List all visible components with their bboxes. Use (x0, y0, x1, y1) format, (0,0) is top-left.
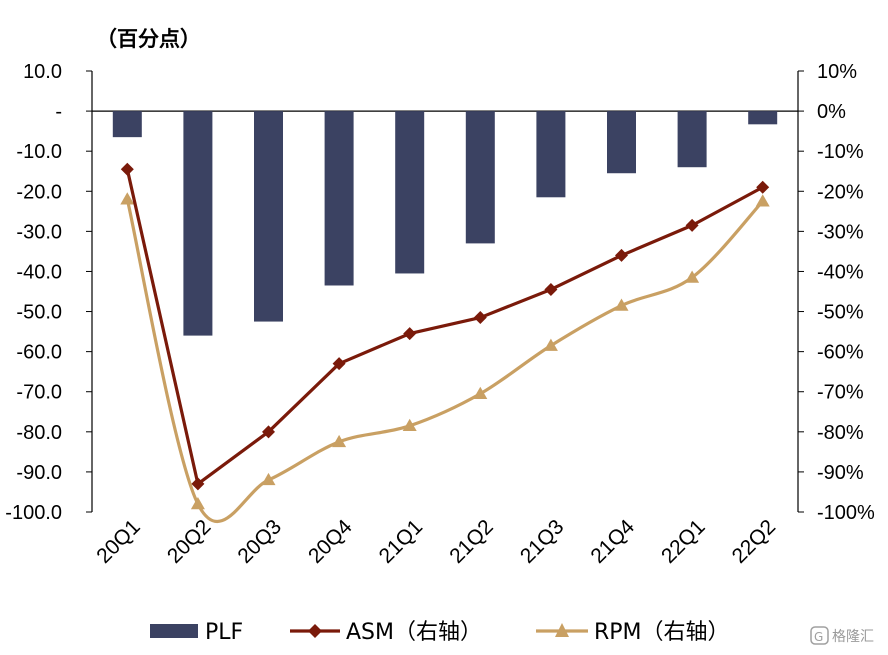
x-label-22Q2: 22Q2 (728, 515, 781, 568)
marker-rpm-20Q4 (332, 434, 347, 448)
plf-bars (112, 111, 778, 336)
bar-plf-20Q1 (112, 111, 142, 138)
legend-marker-asm (308, 624, 322, 638)
marker-asm-22Q2 (756, 180, 770, 194)
x-label-20Q4: 20Q4 (304, 515, 357, 568)
marker-rpm-22Q2 (755, 194, 770, 207)
right-tick-label: -30% (817, 221, 864, 243)
bar-plf-21Q3 (536, 111, 566, 198)
right-tick-label: -10% (817, 141, 864, 163)
line-asm (125, 168, 764, 486)
bar-plf-21Q1 (395, 111, 425, 274)
left-tick-label: -100.0 (5, 502, 62, 524)
left-tick-label: -20.0 (16, 181, 62, 203)
legend-swatch-plf (150, 624, 198, 638)
series-lines (120, 162, 770, 524)
right-tick-label: 0% (817, 101, 846, 123)
x-label-22Q1: 22Q1 (657, 515, 710, 568)
marker-rpm-21Q2 (473, 386, 488, 399)
axes: 10.0 - -10.0 -20.0 -30.0 -40.0 -50.0 -60.0 -70.0… (5, 61, 875, 524)
left-tick-label: -10.0 (16, 141, 62, 163)
legend: PLF ASM（右轴） RPM（右轴） (150, 620, 730, 645)
marker-asm-20Q4 (332, 357, 346, 371)
marker-asm-20Q3 (262, 425, 275, 439)
marker-asm-21Q1 (403, 327, 417, 341)
right-tick-label: -20% (817, 181, 864, 203)
marker-rpm-20Q2 (190, 496, 205, 510)
left-tick-label: -80.0 (16, 422, 62, 444)
left-tick-label: -90.0 (16, 462, 62, 484)
marker-asm-21Q4 (615, 248, 628, 262)
marker-rpm-20Q1 (120, 192, 135, 205)
legend-marker-rpm (555, 623, 569, 637)
bar-plf-20Q4 (324, 111, 354, 286)
right-tick-label: -50% (817, 302, 864, 324)
right-tick-label: -90% (817, 462, 864, 484)
bar-plf-21Q4 (607, 111, 636, 174)
left-tick-label: -40.0 (16, 261, 62, 283)
left-tick-label: -70.0 (16, 382, 62, 404)
unit-label: （百分点） (96, 27, 201, 51)
x-label-20Q3: 20Q3 (233, 515, 286, 568)
marker-rpm-21Q4 (614, 298, 629, 311)
left-tick-label: -50.0 (16, 302, 62, 324)
right-tick-label: -100% (817, 502, 875, 524)
bar-plf-21Q2 (465, 111, 495, 244)
marker-asm-21Q3 (544, 282, 558, 296)
legend-label-asm: ASM（右轴） (346, 620, 482, 645)
right-tick-label: 10% (817, 61, 857, 83)
x-label-20Q1: 20Q1 (92, 515, 145, 568)
marker-asm-22Q1 (685, 218, 699, 232)
bar-plf-20Q3 (254, 111, 283, 322)
marker-asm-20Q1 (120, 162, 134, 176)
legend-label-plf: PLF (205, 620, 243, 645)
bar-plf-22Q2 (748, 111, 778, 125)
x-label-21Q1: 21Q1 (375, 515, 428, 568)
left-tick-label: - (55, 101, 62, 123)
bar-plf-22Q1 (677, 111, 707, 168)
marker-asm-20Q2 (191, 477, 205, 491)
right-tick-label: -40% (817, 261, 864, 283)
marker-asm-21Q2 (473, 311, 487, 325)
marker-rpm-21Q1 (402, 418, 417, 432)
x-label-21Q4: 21Q4 (586, 515, 639, 568)
watermark-text: 格隆汇 (832, 629, 874, 645)
right-tick-label: -80% (817, 422, 864, 444)
x-axis-labels: 20Q1 20Q2 20Q3 20Q4 21Q1 21Q2 21Q3 21Q4 22Q1 22Q2 (92, 515, 780, 568)
marker-rpm-22Q1 (685, 270, 700, 283)
left-tick-label: 10.0 (23, 61, 62, 83)
marker-rpm-21Q3 (543, 338, 558, 351)
line-rpm (125, 198, 764, 524)
watermark: G 格隆汇 (810, 626, 874, 645)
legend-label-rpm: RPM（右轴） (594, 620, 730, 645)
bar-plf-20Q2 (183, 111, 213, 336)
x-label-21Q2: 21Q2 (445, 515, 498, 568)
left-tick-label: -60.0 (16, 342, 62, 364)
x-label-20Q2: 20Q2 (163, 515, 216, 568)
watermark-logo-icon (810, 626, 829, 645)
watermark-logo-glyph: G (814, 630, 823, 644)
right-tick-label: -60% (817, 342, 864, 364)
x-label-21Q3: 21Q3 (516, 515, 569, 568)
left-tick-label: -30.0 (16, 221, 62, 243)
right-tick-label: -70% (817, 382, 864, 404)
marker-rpm-20Q3 (261, 472, 276, 486)
